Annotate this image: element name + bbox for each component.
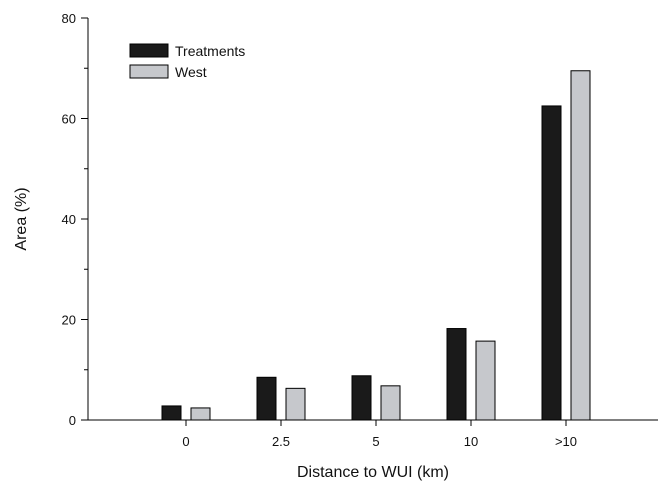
x-tick-label: >10: [555, 434, 577, 449]
legend-swatch-west: [129, 64, 169, 79]
bar-west-2: [380, 385, 401, 421]
bar-treatments-4: [541, 105, 562, 421]
legend-label-west: West: [175, 64, 207, 80]
y-tick-label: 40: [62, 212, 76, 227]
bars-group: [161, 70, 591, 421]
bar-treatments-0: [161, 405, 182, 421]
y-tick-label: 80: [62, 11, 76, 26]
bar-west-3: [475, 340, 496, 421]
y-axis-title: Area (%): [13, 187, 30, 250]
bar-treatments-2: [351, 375, 372, 421]
bar-west-4: [570, 70, 591, 421]
y-tick-label: 0: [69, 413, 76, 428]
legend: Treatments West: [129, 43, 245, 80]
y-tick-label: 60: [62, 112, 76, 127]
bar-treatments-3: [446, 328, 467, 421]
legend-label-treatments: Treatments: [175, 43, 245, 59]
bar-treatments-1: [256, 376, 277, 421]
bar-west-0: [190, 407, 211, 421]
bar-west-1: [285, 387, 306, 421]
legend-swatch-treatments: [129, 43, 169, 58]
y-axis-ticks: 0 20 40 60 80: [62, 11, 88, 428]
x-tick-label: 10: [464, 434, 478, 449]
x-tick-label: 2.5: [272, 434, 290, 449]
x-tick-label: 0: [182, 434, 189, 449]
x-axis-ticks: 0 2.5 5 10 >10: [182, 420, 577, 449]
y-tick-label: 20: [62, 313, 76, 328]
x-tick-label: 5: [372, 434, 379, 449]
x-axis-title: Distance to WUI (km): [297, 464, 449, 481]
